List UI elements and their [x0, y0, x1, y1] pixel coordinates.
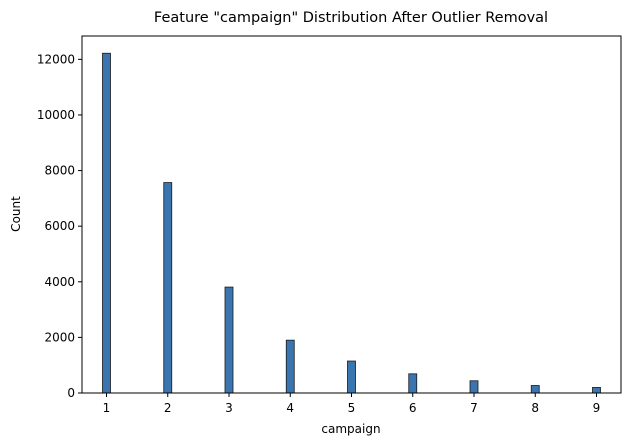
bar-1	[102, 52, 111, 394]
y-tick-label: 12000	[37, 52, 75, 66]
y-tick-label: 6000	[44, 219, 75, 233]
x-tick-label: 7	[470, 401, 478, 415]
y-tick-label: 10000	[37, 108, 75, 122]
y-tick-label: 2000	[44, 330, 75, 344]
bar-2	[163, 182, 173, 394]
x-axis-label: campaign	[321, 422, 380, 436]
x-tick-label: 1	[103, 401, 111, 415]
bar-3	[224, 286, 234, 394]
x-tick-label: 4	[286, 401, 294, 415]
bar-6	[408, 373, 418, 394]
bar-8	[530, 385, 540, 394]
bar-4	[285, 339, 295, 394]
bar-7	[469, 380, 479, 394]
x-tick-label: 2	[164, 401, 172, 415]
x-tick-label: 9	[593, 401, 601, 415]
bar-5	[347, 360, 356, 394]
bars-group	[102, 52, 601, 394]
x-axis-ticks: 1 2 3 4 5 6 7 8 9	[103, 393, 601, 415]
x-tick-label: 5	[348, 401, 356, 415]
x-tick-label: 6	[409, 401, 417, 415]
chart-title: Feature "campaign" Distribution After Ou…	[154, 10, 548, 26]
y-tick-label: 4000	[44, 275, 75, 289]
y-tick-label: 0	[67, 386, 75, 400]
x-tick-label: 3	[225, 401, 233, 415]
x-tick-label: 8	[531, 401, 539, 415]
y-tick-label: 8000	[44, 164, 75, 178]
bar-9	[592, 387, 601, 394]
plot-frame	[81, 35, 622, 394]
y-axis-ticks: 0 2000 4000 6000 8000 10000 12000	[37, 52, 82, 400]
y-axis-label: Count	[9, 196, 23, 232]
